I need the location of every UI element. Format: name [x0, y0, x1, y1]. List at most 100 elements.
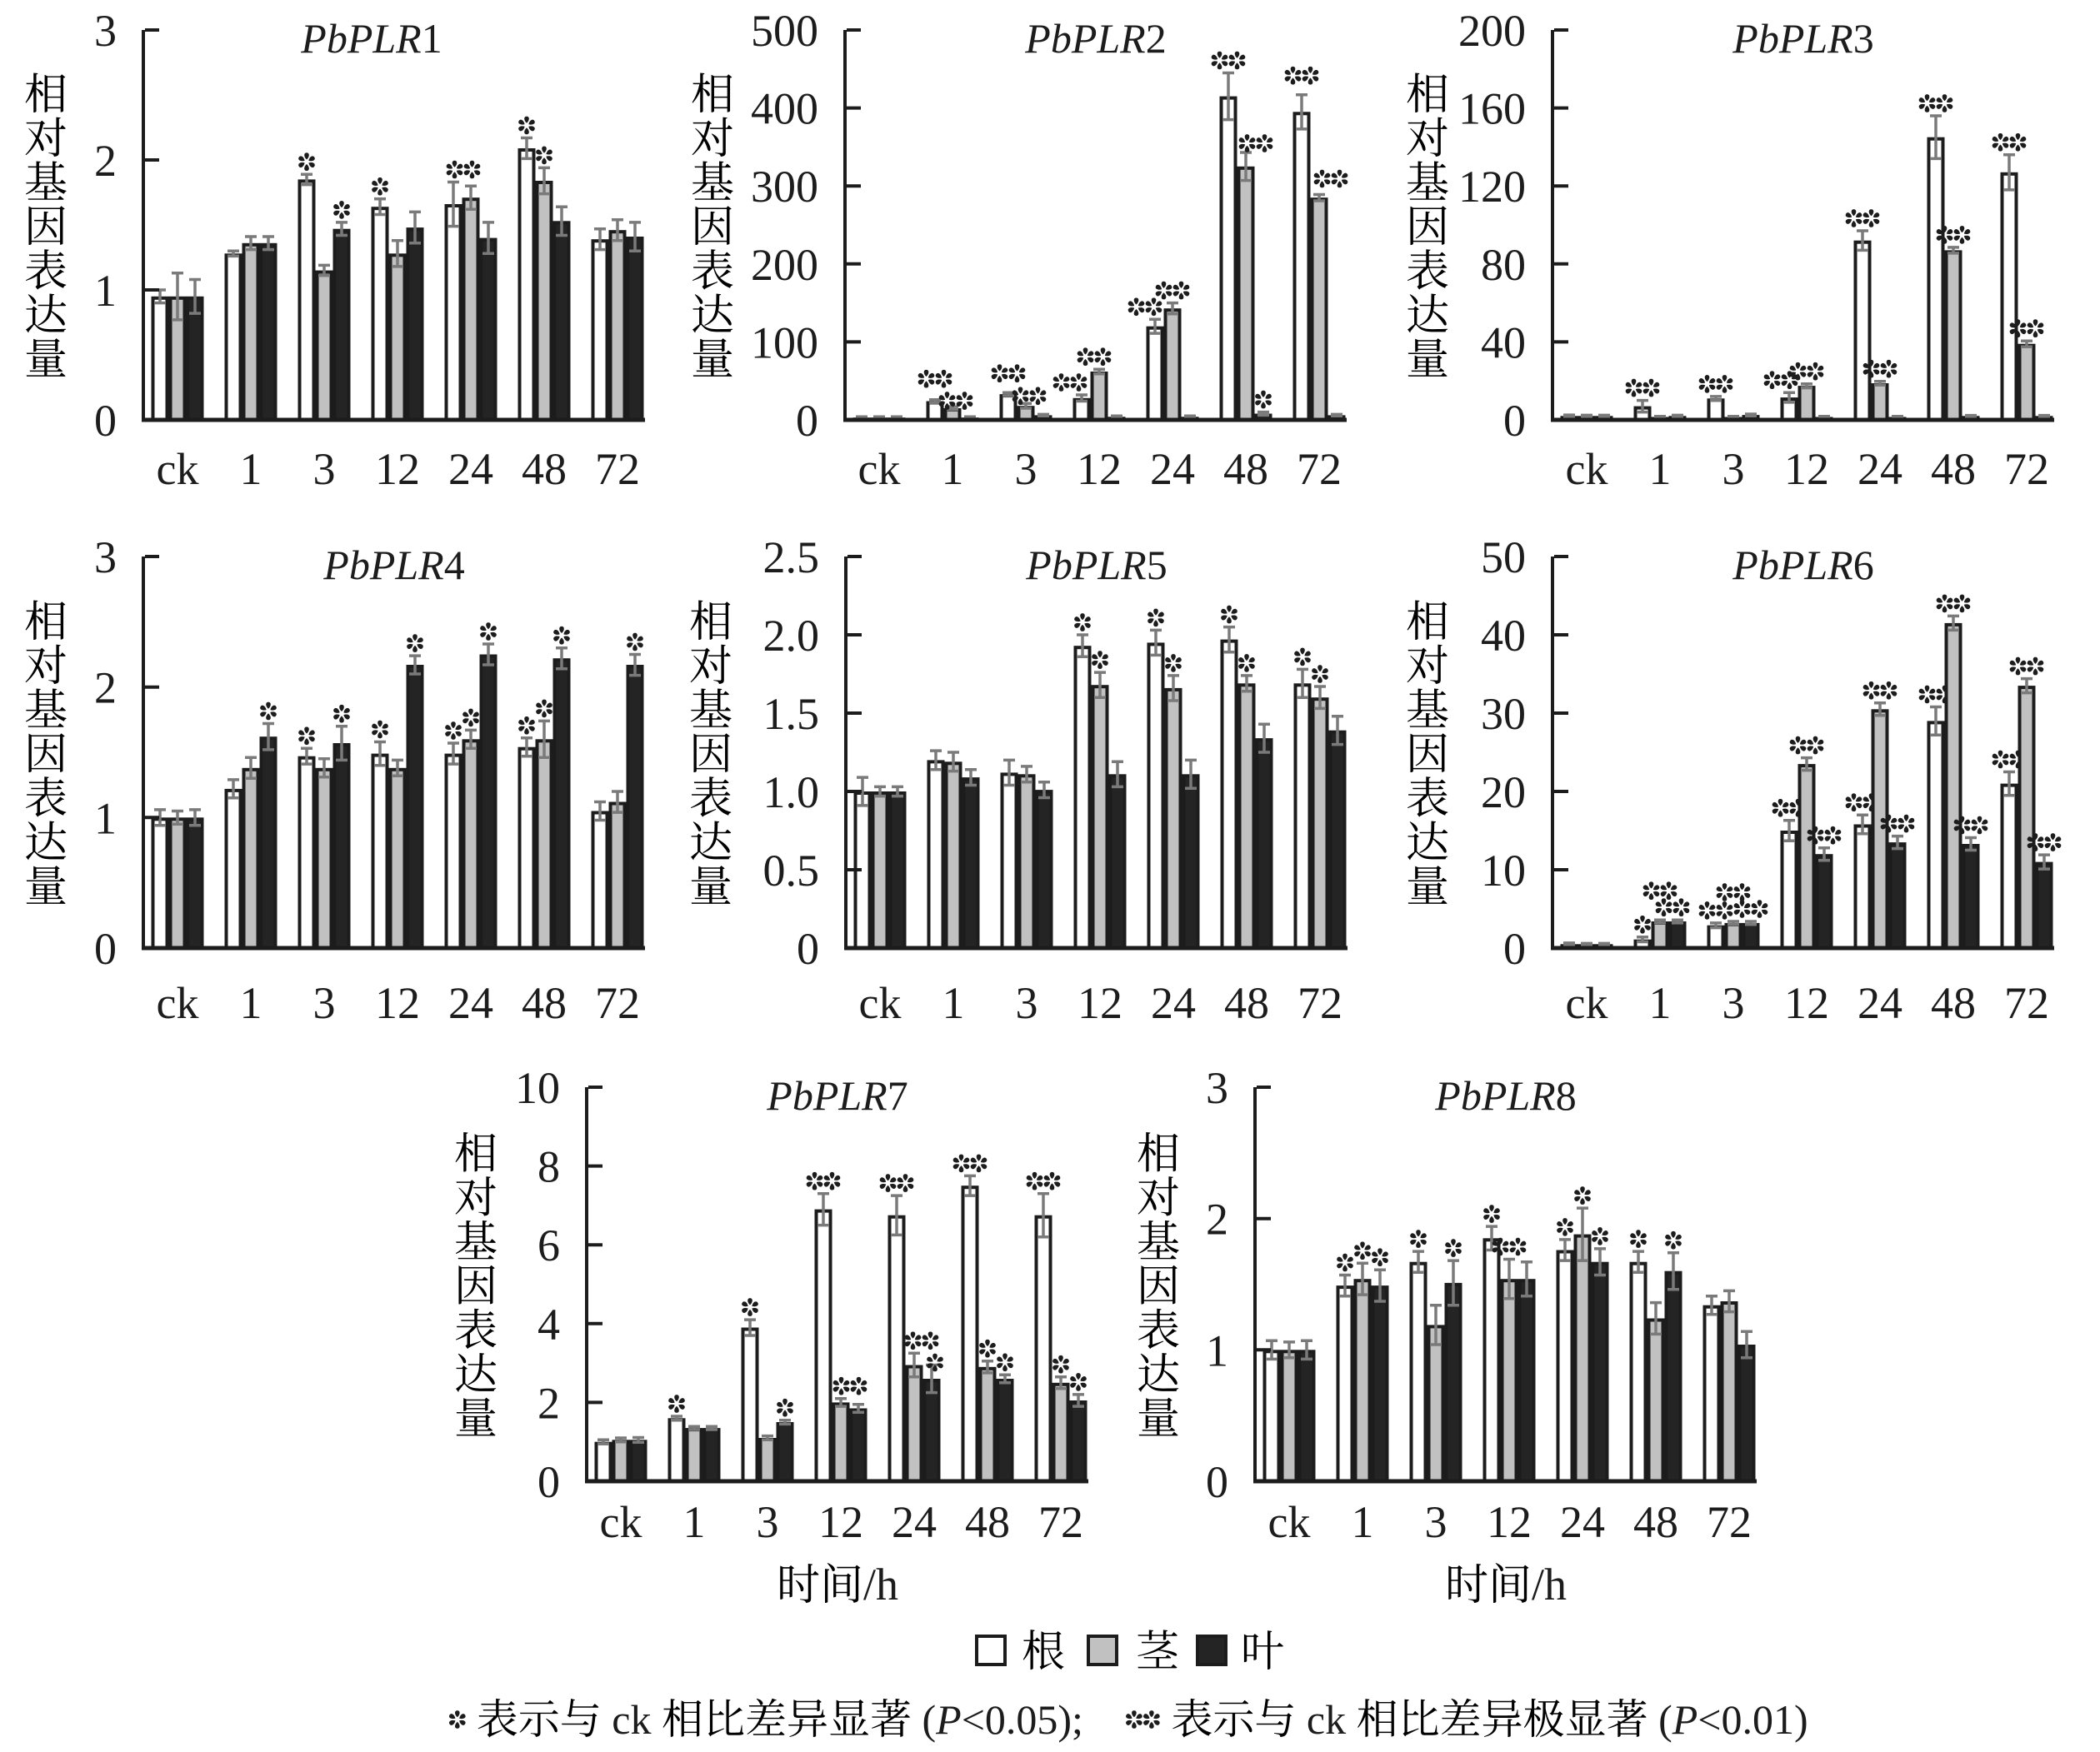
svg-text:12: 12 [1487, 1497, 1532, 1547]
svg-text:72: 72 [2004, 444, 2049, 494]
svg-text:1: 1 [1206, 1325, 1228, 1375]
svg-text:80: 80 [1481, 240, 1526, 290]
svg-text:0: 0 [1503, 924, 1526, 974]
svg-text:P: P [1672, 1696, 1698, 1743]
svg-text:3: 3 [313, 444, 336, 494]
svg-text:3: 3 [757, 1497, 779, 1547]
svg-text:24: 24 [448, 444, 493, 494]
svg-text:ck: ck [157, 444, 199, 494]
svg-text:ck: ck [1566, 444, 1608, 494]
svg-text:0: 0 [1503, 396, 1526, 446]
svg-text:200: 200 [1458, 6, 1526, 56]
svg-text:3: 3 [1722, 444, 1745, 494]
svg-text:24: 24 [1858, 444, 1902, 494]
svg-text:10: 10 [515, 1063, 560, 1113]
svg-text:PbPLR6: PbPLR6 [1732, 542, 1873, 588]
svg-text:48: 48 [1633, 1497, 1678, 1547]
svg-text:ck: ck [1296, 1696, 1356, 1743]
svg-text:160: 160 [1458, 84, 1526, 134]
svg-text:1: 1 [942, 444, 964, 494]
svg-text:24: 24 [1151, 978, 1196, 1028]
svg-text:48: 48 [1224, 978, 1269, 1028]
svg-text:10: 10 [1481, 846, 1526, 896]
svg-text:3: 3 [313, 978, 336, 1028]
svg-text:2: 2 [94, 663, 117, 713]
svg-text:24: 24 [892, 1497, 937, 1547]
svg-text:48: 48 [965, 1497, 1010, 1547]
svg-text:20: 20 [1481, 767, 1526, 817]
svg-text:12: 12 [1784, 444, 1829, 494]
svg-text:PbPLR1: PbPLR1 [300, 15, 442, 62]
svg-text:ck: ck [602, 1696, 662, 1743]
svg-text:(: ( [912, 1696, 936, 1743]
svg-text:24: 24 [1560, 1497, 1605, 1547]
svg-text:2: 2 [94, 136, 117, 186]
svg-text:24: 24 [448, 978, 493, 1028]
svg-text:ck: ck [859, 978, 902, 1028]
svg-text:500: 500 [751, 6, 818, 56]
svg-text:1: 1 [240, 978, 262, 1028]
svg-text:1: 1 [1352, 1497, 1374, 1547]
svg-text:0: 0 [538, 1457, 560, 1507]
svg-text:3: 3 [94, 6, 117, 56]
svg-text:48: 48 [522, 444, 567, 494]
svg-text:ck: ck [858, 444, 901, 494]
svg-text:3: 3 [1016, 978, 1038, 1028]
svg-text:(: ( [1648, 1696, 1672, 1743]
svg-text:1: 1 [240, 444, 262, 494]
svg-text:2.0: 2.0 [763, 611, 820, 661]
svg-text:2.5: 2.5 [763, 532, 820, 582]
svg-text:12: 12 [1078, 978, 1122, 1028]
svg-text:3: 3 [1425, 1497, 1448, 1547]
svg-text:PbPLR4: PbPLR4 [322, 542, 464, 588]
svg-text:12: 12 [375, 444, 420, 494]
svg-text:P: P [935, 1696, 962, 1743]
svg-text:1.0: 1.0 [763, 767, 820, 817]
svg-text:PbPLR3: PbPLR3 [1732, 15, 1873, 62]
svg-text:48: 48 [1223, 444, 1268, 494]
svg-text:PbPLR7: PbPLR7 [766, 1072, 908, 1119]
svg-text:300: 300 [751, 162, 818, 212]
svg-text:6: 6 [538, 1220, 560, 1270]
svg-text:3: 3 [1015, 444, 1038, 494]
svg-text:<0.01): <0.01) [1698, 1696, 1808, 1743]
svg-text:72: 72 [595, 444, 640, 494]
svg-text:72: 72 [1297, 444, 1342, 494]
svg-text:12: 12 [375, 978, 420, 1028]
svg-text:0: 0 [797, 924, 819, 974]
svg-text:72: 72 [1298, 978, 1342, 1028]
svg-text:40: 40 [1481, 317, 1526, 367]
svg-text:100: 100 [751, 317, 818, 367]
svg-text:12: 12 [1784, 978, 1829, 1028]
svg-text:PbPLR5: PbPLR5 [1025, 542, 1167, 588]
svg-text:48: 48 [1931, 978, 1976, 1028]
svg-text:120: 120 [1458, 162, 1526, 212]
svg-text:2: 2 [1206, 1195, 1228, 1245]
svg-text:30: 30 [1481, 689, 1526, 739]
svg-text:0: 0 [94, 924, 117, 974]
svg-text:1.5: 1.5 [763, 689, 820, 739]
svg-text:PbPLR8: PbPLR8 [1434, 1072, 1576, 1119]
svg-text:50: 50 [1481, 532, 1526, 582]
svg-text:PbPLR2: PbPLR2 [1024, 15, 1166, 62]
svg-text:2: 2 [538, 1378, 560, 1428]
svg-text:ck: ck [157, 978, 199, 1028]
svg-text:ck: ck [1566, 978, 1608, 1028]
svg-text:0: 0 [796, 396, 818, 446]
svg-text:<0.05);: <0.05); [962, 1696, 1125, 1743]
svg-text:1: 1 [942, 978, 965, 1028]
svg-text:48: 48 [522, 978, 567, 1028]
svg-text:1: 1 [1649, 444, 1672, 494]
svg-text:ck: ck [600, 1497, 642, 1547]
svg-text:24: 24 [1150, 444, 1195, 494]
svg-text:3: 3 [94, 532, 117, 582]
svg-text:72: 72 [1707, 1497, 1752, 1547]
svg-text:1: 1 [1649, 978, 1672, 1028]
svg-text:3: 3 [1206, 1063, 1228, 1113]
svg-text:0: 0 [1206, 1457, 1228, 1507]
svg-text:72: 72 [2004, 978, 2049, 1028]
svg-text:48: 48 [1931, 444, 1976, 494]
svg-text:3: 3 [1722, 978, 1745, 1028]
svg-text:/h: /h [1532, 1560, 1567, 1610]
svg-text:1: 1 [94, 793, 117, 843]
